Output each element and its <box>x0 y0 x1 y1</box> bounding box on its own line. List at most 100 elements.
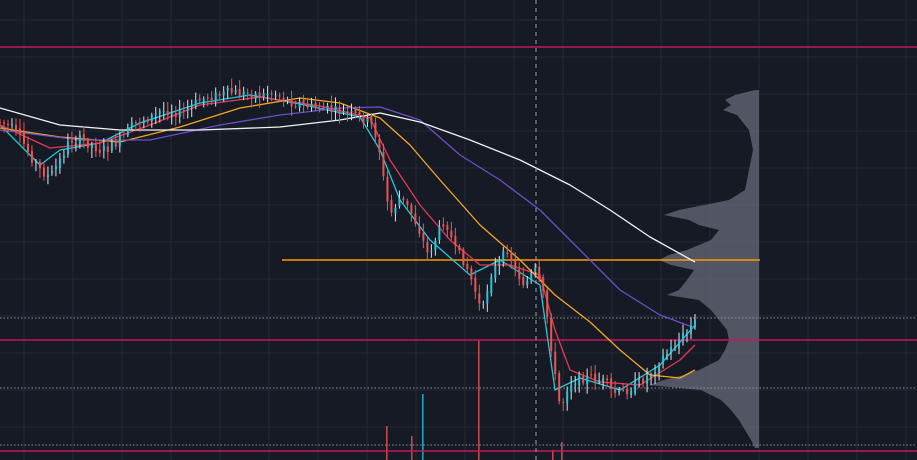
candle-body <box>462 249 465 265</box>
candle-body <box>682 333 685 342</box>
candle-body <box>30 150 33 163</box>
candle-body <box>686 331 689 335</box>
candle-body <box>558 373 561 402</box>
candle-body <box>46 174 49 178</box>
candle-body <box>582 376 585 384</box>
volume-bar <box>552 450 554 460</box>
candle-body <box>34 162 37 164</box>
candle-body <box>466 263 469 270</box>
candle-body <box>454 235 457 246</box>
candle-body <box>0 121 1 123</box>
candle-body <box>482 303 485 305</box>
candle-body <box>274 95 277 97</box>
candle-body <box>534 267 537 272</box>
candle-body <box>410 204 413 214</box>
candle-body <box>694 319 696 327</box>
candle-body <box>162 111 165 113</box>
candle-body <box>250 94 253 98</box>
candle-body <box>514 260 517 269</box>
candle-body <box>262 93 265 98</box>
candle-body <box>542 277 545 292</box>
candle-body <box>470 268 473 280</box>
candle-body <box>398 198 401 207</box>
candle-body <box>370 115 373 124</box>
candle-body <box>138 122 141 124</box>
candle-body <box>86 139 89 148</box>
candle-body <box>54 166 57 170</box>
candle-body <box>390 199 393 213</box>
candle-body <box>342 110 345 113</box>
candle-body <box>426 242 429 253</box>
candle-body <box>258 92 261 99</box>
candle-body <box>26 143 29 153</box>
candle-body <box>302 99 305 103</box>
candle-body <box>18 128 21 134</box>
candle-body <box>62 155 65 159</box>
candle-body <box>142 120 145 124</box>
volume-bar <box>422 394 424 460</box>
candle-body <box>650 375 653 378</box>
candle-body <box>230 87 233 93</box>
candle-body <box>214 92 217 102</box>
candle-body <box>310 103 313 108</box>
candle-body <box>202 98 205 103</box>
candle-body <box>286 99 289 102</box>
candle-body <box>378 139 381 153</box>
candle-body <box>494 266 497 278</box>
candle-body <box>206 97 209 99</box>
candle-body <box>350 111 353 113</box>
candle-body <box>422 232 425 241</box>
candle-body <box>270 93 273 95</box>
candle-body <box>430 250 433 252</box>
candle-body <box>418 225 421 234</box>
candle-body <box>42 167 45 177</box>
volume-bar <box>386 426 388 460</box>
candle-body <box>182 110 185 112</box>
horizontal-levels[interactable] <box>0 46 917 452</box>
candle-body <box>334 106 337 111</box>
candle-body <box>638 378 641 381</box>
candle-body <box>90 144 93 149</box>
candle-body <box>70 140 73 143</box>
candle-body <box>298 101 301 108</box>
candle-body <box>362 115 365 124</box>
candle-body <box>74 143 77 145</box>
candle-body <box>450 230 453 238</box>
candle-body <box>486 291 489 304</box>
candle-body <box>246 92 249 94</box>
candle-body <box>190 105 193 108</box>
candle-body <box>406 200 409 206</box>
candle-body <box>590 374 593 376</box>
candle-body <box>226 87 229 91</box>
candle-body <box>66 141 69 155</box>
candle-body <box>58 158 61 168</box>
candle-body <box>394 207 397 214</box>
candle-body <box>146 118 149 123</box>
candle-body <box>94 144 97 152</box>
candle-body <box>642 378 645 385</box>
candle-body <box>6 124 9 126</box>
candle-body <box>82 134 85 141</box>
candle-body <box>374 122 377 138</box>
candle-body <box>266 94 269 96</box>
candle-body <box>594 373 597 382</box>
candle-body <box>438 226 441 241</box>
candle-body <box>522 277 525 286</box>
candle-body <box>498 260 501 266</box>
candle-body <box>402 198 405 200</box>
candle-body <box>198 98 201 101</box>
moving-average-line <box>0 106 696 329</box>
candle-body <box>38 161 41 169</box>
candle-body <box>506 252 509 255</box>
candle-body <box>318 108 321 110</box>
candle-body <box>526 281 529 286</box>
candle-body <box>550 318 553 352</box>
volume-profile <box>649 90 759 448</box>
candle-body <box>622 389 625 391</box>
volume-bar <box>478 340 480 460</box>
candle-body <box>166 111 169 116</box>
candle-body <box>654 371 657 375</box>
